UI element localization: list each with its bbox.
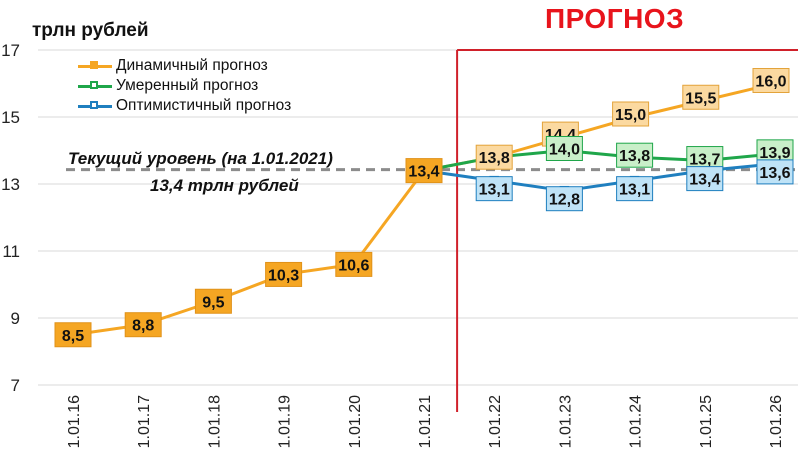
x-tick-label: 1.01.19 [277, 395, 294, 448]
reference-line-value-label: 13,4 трлн рублей [150, 176, 299, 195]
data-label-moderate: 13,9 [759, 145, 790, 162]
y-tick-label: 15 [1, 108, 20, 127]
data-label-dynamic-box [54, 322, 92, 348]
data-label-dynamic-box [265, 261, 303, 287]
x-axis-ticks: 1.01.16 1.01.17 1.01.18 1.01.19 1.01.20 1.01.… [66, 395, 785, 448]
y-tick-label: 17 [1, 41, 20, 60]
legend-item-optimistic: Оптимистичный прогноз [78, 96, 291, 116]
data-label-dynamic: 13,4 [408, 164, 439, 181]
data-label-dynamic: 8,8 [132, 318, 154, 335]
data-label-dynamic: 10,6 [338, 257, 369, 274]
legend-swatch-dynamic [78, 59, 112, 73]
legend-swatch-optimistic [78, 99, 112, 113]
x-tick-label: 1.01.22 [487, 395, 504, 448]
x-tick-label: 1.01.21 [417, 395, 434, 448]
x-tick-label: 1.01.23 [557, 395, 574, 448]
data-label-moderate: 13,8 [619, 148, 650, 165]
data-label-dynamic-box [612, 101, 650, 127]
x-tick-label: 1.01.20 [347, 395, 364, 448]
data-label-dynamic-box [682, 84, 720, 110]
data-label-optimistic-box [756, 159, 794, 185]
data-label-moderate: 13,7 [689, 152, 720, 169]
series-line-dynamic [72, 82, 776, 337]
data-label-optimistic: 13,1 [619, 182, 650, 199]
data-label-dynamic-box [752, 68, 790, 93]
data-label-optimistic: 13,4 [689, 172, 720, 189]
data-label-dynamic-box [194, 288, 232, 314]
y-tick-label: 7 [11, 376, 20, 395]
forecast-divider-group [456, 49, 798, 412]
data-label-moderate-box [616, 142, 654, 168]
data-label-moderate: 14,0 [549, 142, 580, 159]
reference-line-label: Текущий уровень (на 1.01.2021) [68, 149, 333, 168]
y-tick-label: 11 [2, 242, 20, 261]
x-tick-label: 1.01.18 [206, 395, 223, 448]
data-label-optimistic-box [616, 176, 654, 202]
legend-label-optimistic: Оптимистичный прогноз [116, 97, 292, 114]
data-label-dynamic-box [124, 312, 162, 338]
y-tick-label: 9 [11, 309, 20, 328]
data-label-dynamic: 16,0 [755, 74, 786, 91]
data-label-dynamic: 15,5 [685, 90, 716, 107]
data-label-dynamic-box [335, 251, 373, 277]
data-label-dynamic-box [405, 158, 443, 184]
x-tick-label: 1.01.24 [628, 395, 645, 448]
data-label-optimistic-box [545, 186, 583, 212]
data-label-optimistic: 13,6 [759, 165, 790, 182]
legend-swatch-moderate [78, 79, 112, 93]
x-tick-label: 1.01.25 [698, 395, 715, 448]
series-lines [69, 79, 780, 339]
data-label-optimistic: 13,1 [479, 182, 510, 199]
y-axis-label: трлн рублей [32, 20, 149, 41]
data-label-optimistic: 12,8 [549, 192, 580, 209]
data-label-dynamic: 8,5 [62, 328, 84, 345]
data-label-optimistic-box [475, 176, 513, 202]
legend-item-dynamic: Динамичный прогноз [78, 56, 291, 76]
data-labels: 8,58,89,510,310,613,413,814,415,015,516,… [54, 68, 794, 348]
x-tick-label: 1.01.16 [66, 395, 83, 448]
data-label-dynamic: 13,8 [479, 150, 510, 167]
data-label-dynamic: 10,3 [268, 267, 299, 284]
data-label-moderate-box [545, 136, 583, 161]
x-tick-label: 1.01.26 [768, 395, 785, 448]
legend-label-dynamic: Динамичный прогноз [116, 57, 268, 74]
chart-title: ПРОГНОЗ [545, 3, 685, 34]
legend-item-moderate: Умеренный прогноз [78, 76, 291, 96]
data-label-dynamic: 15,0 [615, 107, 646, 124]
y-tick-label: 13 [1, 175, 20, 194]
data-label-dynamic: 9,5 [202, 294, 224, 311]
data-label-dynamic-box [475, 144, 513, 170]
data-label-optimistic-box [686, 166, 724, 192]
legend-label-moderate: Умеренный прогноз [116, 77, 259, 94]
y-axis-ticks: 7 9 11 13 15 17 [1, 41, 20, 395]
x-tick-label: 1.01.17 [136, 395, 153, 448]
legend: Динамичный прогноз Умеренный прогноз Опт… [78, 56, 291, 116]
